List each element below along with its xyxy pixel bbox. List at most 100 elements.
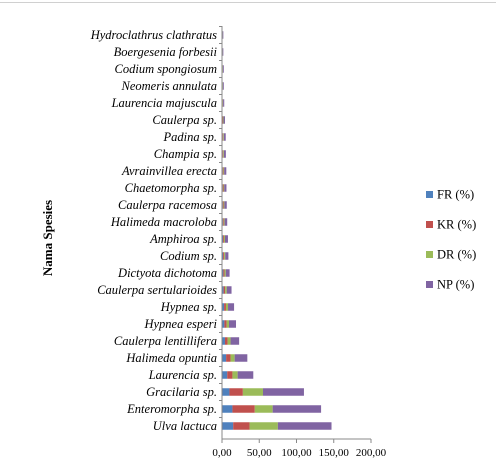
category-label: Padina sp. [163,130,217,144]
bar-segment-dr [225,286,227,294]
bar-segment-fr [222,405,233,413]
bar-segment-np [223,116,225,124]
bar-segment-kr [224,337,228,345]
category-label: Laurencia majuscula [111,96,217,110]
category-label: Hypnea esperi [143,317,217,331]
bar-segment-fr [222,371,228,379]
x-tick-label: 0,00 [212,447,232,459]
category-label: Champia sp. [154,147,217,161]
legend-label: KR (%) [437,218,476,232]
legend-swatch [426,191,433,198]
bar-segment-np [228,303,235,311]
bar-segment-np [224,218,228,226]
category-label: Boergesenia forbesii [114,45,218,59]
category-label: Codium sp. [160,249,217,263]
bar-segment-fr [222,337,225,345]
bar-segment-np [225,252,229,260]
bar-segment-dr [242,388,263,396]
bar-segment-np [225,269,230,277]
category-label: Caulerpa lentillifera [114,334,217,348]
category-label: Gracilaria sp. [146,385,217,399]
bar-segment-np [222,48,224,56]
top-divider-line [0,2,496,3]
category-label: Enteromorpha sp. [126,402,217,416]
bar-segment-fr [222,422,234,430]
bar-segment-kr [223,252,225,260]
bar-segment-kr [229,388,243,396]
bar-segment-dr [222,116,224,124]
x-tick-label: 150,00 [319,447,350,459]
bar-segment-fr [222,269,224,277]
bar-segment-fr [222,235,224,243]
bar-segment-np [237,371,254,379]
category-label: Codium spongiosum [115,62,217,76]
bar-segment-np [222,31,224,39]
bar-segment-dr [223,184,225,192]
bar-segment-dr [223,201,225,209]
category-label: Hypnea sp. [160,300,217,314]
legend-swatch [426,251,433,258]
y-axis-title: Nama Spesies [40,200,55,276]
bar-segment-dr [224,252,226,260]
category-label: Laurencia sp. [148,368,217,382]
bar-segment-kr [223,235,224,243]
bar-segment-dr [232,371,238,379]
bar-segment-fr [222,252,224,260]
bar-segment-kr [222,201,224,209]
bar-segment-dr [223,218,225,226]
category-label: Neomeris annulata [121,79,217,93]
bar-segment-kr [223,269,225,277]
bar-segment-fr [222,286,224,294]
bar-segment-kr [222,150,224,158]
x-tick-label: 50,00 [247,447,272,459]
category-label: Hydroclathrus clathratus [90,28,217,42]
legend-swatch [426,221,433,228]
legend-label: DR (%) [437,248,476,262]
bar-segment-fr [222,354,227,362]
bar-segment-np [272,405,322,413]
bar-segment-dr [249,422,278,430]
bar-segment-dr [230,354,235,362]
bar-segment-np [222,65,224,73]
category-label: Avrainvillea erecta [121,164,217,178]
bar-segment-np [226,286,232,294]
bar-segment-kr [222,184,224,192]
category-label: Amphiroa sp. [149,232,217,246]
bar-segment-np [223,150,226,158]
bar-segment-np [229,320,237,328]
bar-segment-kr [222,218,224,226]
category-label: Dictyota dichotoma [117,266,217,280]
bar-segment-dr [223,235,225,243]
x-tick-label: 200,00 [356,447,387,459]
category-label: Chaetomorpha sp. [125,181,217,195]
category-label: Caulerpa racemosa [118,198,217,212]
bar-segment-dr [227,337,231,345]
bar-segment-dr [225,303,229,311]
bar-segment-np [277,422,332,430]
bar-segment-kr [224,303,226,311]
bar-segment-kr [223,286,226,294]
bar-segment-np [224,201,227,209]
bar-segment-dr [223,167,225,175]
legend-label: NP (%) [437,278,474,292]
bar-segment-kr [232,405,255,413]
category-label: Halimeda opuntia [125,351,217,365]
bar-segment-np [223,99,225,107]
x-tick-label: 100,00 [281,447,312,459]
legend-label: FR (%) [437,188,474,202]
bar-segment-dr [254,405,273,413]
bar-segment-np [234,354,248,362]
bar-segment-np [230,337,240,345]
bar-segment-fr [222,320,225,328]
bar-segment-kr [222,133,224,141]
bar-segment-fr [222,388,230,396]
bar-segment-kr [222,167,224,175]
bar-segment-kr [224,320,227,328]
category-label: Caulerpa sp. [152,113,217,127]
bar-segment-kr [226,354,231,362]
bar-segment-np [262,388,304,396]
bar-segment-dr [226,320,230,328]
bar-segment-kr [227,371,233,379]
bar-segment-kr [233,422,250,430]
bar-segment-dr [223,150,224,158]
